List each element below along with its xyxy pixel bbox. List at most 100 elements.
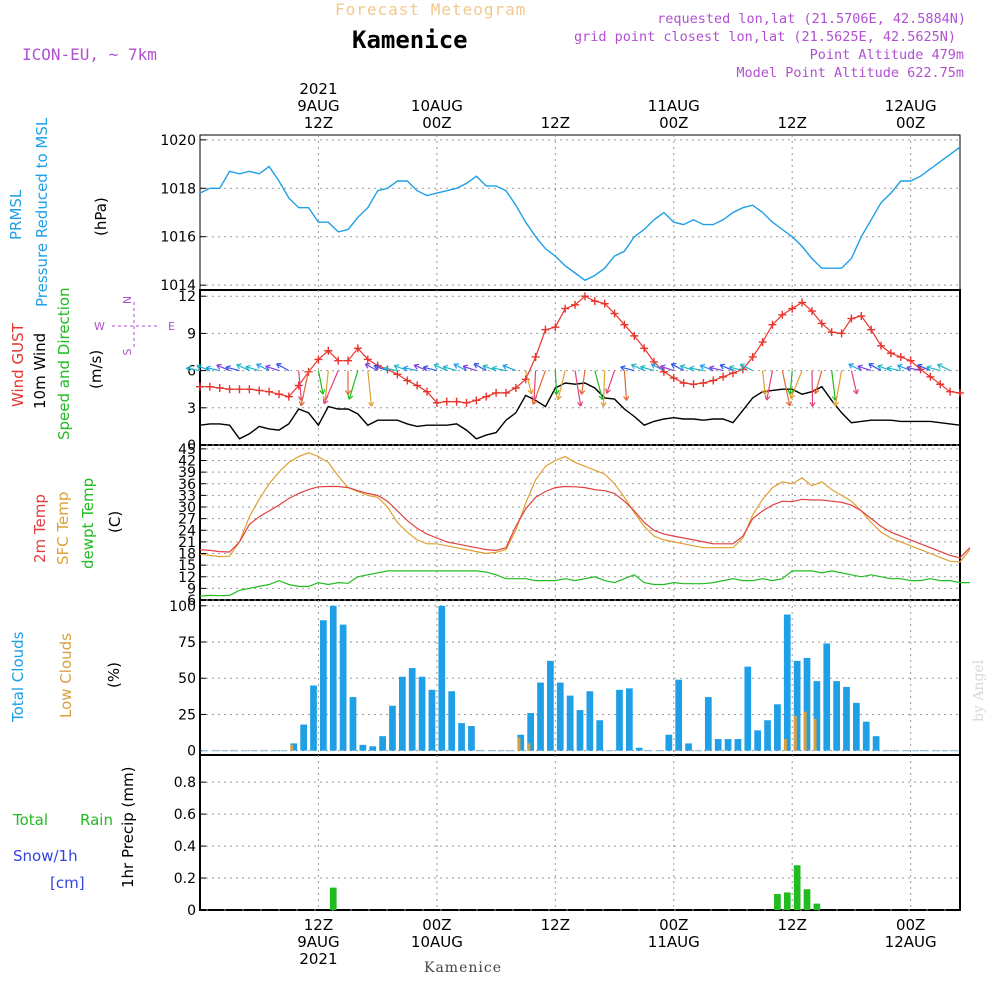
wind-arrow-head xyxy=(531,399,538,405)
bottom-time-label: 12Z xyxy=(541,916,570,934)
wind-arrow xyxy=(729,366,744,372)
wind-arrow-head xyxy=(659,364,666,371)
ytick-label: 100 xyxy=(169,599,196,615)
total-cloud-bar xyxy=(290,743,298,751)
wind-arrow xyxy=(906,366,921,372)
wind-arrow-head xyxy=(442,364,449,371)
total-cloud-bar xyxy=(428,689,436,751)
wind-arrow-head xyxy=(236,363,242,370)
wind-arrow-head xyxy=(482,364,488,371)
sfc-temp-line xyxy=(199,452,971,563)
hpa-unit-label: (hPa) xyxy=(92,197,110,236)
ytick-label: 27 xyxy=(178,512,196,528)
gust-point xyxy=(551,323,560,332)
low-cloud-bar xyxy=(517,737,521,751)
wind-arrow xyxy=(265,365,280,372)
wind-arrow xyxy=(811,370,814,407)
cloud-labels: Total Clouds Low Clouds (%) xyxy=(9,631,123,723)
gust-point xyxy=(719,372,728,381)
dewpt-label: dewpt Temp xyxy=(79,478,97,569)
total-cloud-bar xyxy=(596,720,604,751)
total-cloud-bar xyxy=(408,668,416,751)
gust-point xyxy=(274,390,283,399)
wind-arrow xyxy=(453,363,467,372)
wind-arrow xyxy=(581,370,586,395)
bottom-time-label: 10AUG xyxy=(411,933,463,951)
total-cloud-bar xyxy=(566,695,574,751)
compass-east: E xyxy=(168,320,175,333)
gust-point xyxy=(699,379,708,387)
wind-arrow xyxy=(926,366,941,372)
total-cloud-bar xyxy=(853,702,860,751)
wind-arrow xyxy=(917,364,931,372)
gust-point xyxy=(659,367,668,376)
total-cloud-bar xyxy=(556,682,564,751)
gust-point xyxy=(768,320,777,329)
total-cloud-bar xyxy=(300,724,307,751)
top-time-label: 2021 xyxy=(299,80,337,98)
gust-point xyxy=(817,319,826,328)
gust-point xyxy=(265,387,274,396)
total-cloud-bar xyxy=(517,734,525,751)
wind-arrow xyxy=(300,370,310,406)
gust-point xyxy=(778,310,787,319)
wind-arrow-head xyxy=(886,365,892,372)
celsius-unit-label: (C) xyxy=(106,511,124,533)
gust-point xyxy=(314,355,323,364)
prmsl-label: PRMSL xyxy=(7,189,25,240)
gust-point xyxy=(423,387,432,396)
wind-arrow xyxy=(602,370,606,407)
wind-arrow-head xyxy=(579,389,586,395)
wind-arrow-head xyxy=(600,401,607,407)
wind-arrow-head xyxy=(298,400,305,407)
total-label: Total xyxy=(12,811,48,829)
gust-point xyxy=(630,331,639,340)
wind-arrow-head xyxy=(670,363,677,369)
total-cloud-bar xyxy=(813,681,821,751)
total-cloud-bar xyxy=(774,704,781,751)
gust-point xyxy=(748,352,757,361)
gust-point xyxy=(827,328,836,337)
wind-arrow xyxy=(324,370,329,401)
wind-arrow-head xyxy=(809,401,816,407)
compass-rose: N W E S xyxy=(94,296,175,356)
snow-unit-label: [cm] xyxy=(50,874,85,892)
total-cloud-bar xyxy=(823,643,831,751)
wind-arrow xyxy=(462,365,477,372)
total-cloud-bar xyxy=(744,666,752,751)
bottom-time-label: 12Z xyxy=(304,916,333,934)
compass-north: N xyxy=(121,296,134,304)
total-cloud-bar xyxy=(369,746,377,751)
wind-arrow-head xyxy=(848,363,854,369)
gust-point xyxy=(472,396,481,405)
gust-point xyxy=(531,352,540,361)
wind-arrow-head xyxy=(256,363,262,369)
ytick-label: 9 xyxy=(187,326,196,342)
wind-arrow xyxy=(502,364,517,372)
top-time-label: 9AUG xyxy=(297,97,339,115)
wind-arrow-head xyxy=(383,365,389,372)
total-cloud-bar xyxy=(527,712,535,751)
wind-arrow xyxy=(365,363,378,372)
wind-arrow xyxy=(525,370,533,395)
total-cloud-bar xyxy=(310,685,317,751)
total-cloud-bar xyxy=(783,614,791,751)
wind-arrow xyxy=(423,366,438,372)
total-cloud-bar xyxy=(685,743,692,751)
gust-point xyxy=(324,346,333,355)
gust-point xyxy=(640,344,649,353)
ytick-label: 21 xyxy=(178,535,196,551)
wind-arrow-head xyxy=(225,365,231,372)
wind-arrow xyxy=(574,370,582,407)
total-clouds-label: Total Clouds xyxy=(9,631,27,723)
location-title: Kamenice xyxy=(352,26,468,54)
wind-arrow-head xyxy=(347,394,354,400)
gust-point xyxy=(926,372,935,381)
gust-point xyxy=(867,325,876,334)
wind-arrow xyxy=(225,366,240,372)
rain-label: Rain xyxy=(80,811,113,829)
wind-arrow-head xyxy=(832,401,840,407)
ytick-label: 33 xyxy=(178,488,196,504)
